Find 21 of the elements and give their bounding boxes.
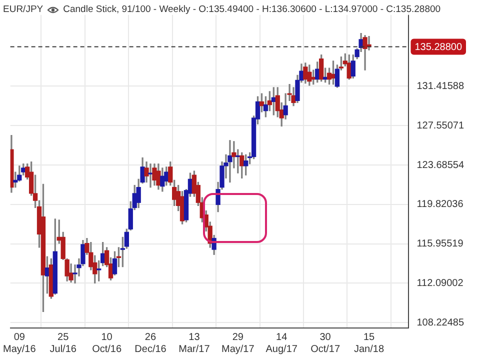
x-tick-label: 30 Oct/17 xyxy=(310,332,340,355)
x-tick-label: 10 Oct/16 xyxy=(92,332,122,355)
y-tick-label: 127.55071 xyxy=(416,120,464,132)
x-tick-label: 25 Jul/16 xyxy=(50,332,77,355)
ref-line-label: 135.28800 xyxy=(414,42,462,53)
chart-title: EUR/JPY xyxy=(3,4,44,15)
candlestick xyxy=(148,164,153,188)
y-tick-label: 112.09002 xyxy=(416,278,464,289)
y-tick-label: 119.82036 xyxy=(416,199,464,210)
x-tick-label: 26 Dec/16 xyxy=(134,332,167,355)
x-tick-label: 15 Jan/18 xyxy=(354,332,384,355)
y-tick-label: 115.95519 xyxy=(416,238,464,250)
y-tick-label: 131.41588 xyxy=(416,80,464,92)
y-tick-label: 108.22485 xyxy=(416,317,464,328)
x-tick-label: 09 May/16 xyxy=(3,332,36,355)
x-tick-label: 29 May/17 xyxy=(222,332,255,355)
y-tick-label: 123.68554 xyxy=(416,160,464,171)
x-tick-label: 14 Aug/17 xyxy=(266,332,298,355)
chart-subtitle: Candle Stick, 91/100 - Weekly - O:135.49400 - H:136.30600 - L:134.97000 - C:135.28800 xyxy=(63,4,441,15)
candlestick xyxy=(228,140,232,183)
x-tick-label: 13 Mar/17 xyxy=(178,332,210,355)
